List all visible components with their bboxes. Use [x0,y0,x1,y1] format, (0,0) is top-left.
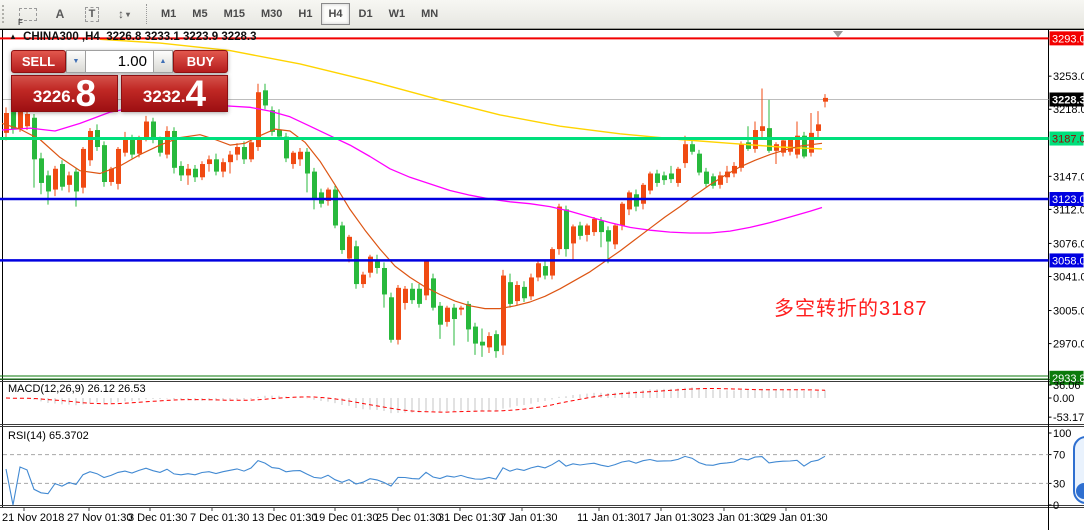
chart-title: ▲ CHINA300 ,H4 3226.8 3233.1 3223.9 3228… [9,31,257,43]
level-lines [0,37,1049,380]
ma-slow-yellow [99,38,823,150]
grid-f-icon[interactable]: F [15,4,41,27]
symbol-label: CHINA300 ,H4 [23,31,100,43]
svg-text:36.06: 36.06 [1053,380,1081,392]
svg-text:3041.0: 3041.0 [1053,271,1084,283]
macd-panel: MACD(12,26,9) 26.12 26.53 36.060.00 -53.17 [5,380,1084,424]
tab-timeframe-H4[interactable]: H4 [321,3,350,25]
tab-timeframe-H1[interactable]: H1 [298,8,313,20]
svg-text:13 Dec 01:30: 13 Dec 01:30 [252,512,317,524]
tab-timeframe-D1[interactable]: D1 [358,8,373,20]
svg-text:3112.0: 3112.0 [1053,204,1084,216]
buy-price-box[interactable]: 3232. 4 [121,75,228,112]
svg-text:0: 0 [1053,500,1059,512]
sell-button[interactable]: SELL [11,50,66,73]
svg-text:3187.0: 3187.0 [1052,134,1084,146]
price-axis: 3293.0 3187.0 3123.0 3058.0 2933.8 3228.3 3253… [1048,31,1084,385]
timeframe-group: M1 M5 M15 M30 H1 H4 D1 W1 MN [153,3,446,25]
tab-timeframe-M30[interactable]: M30 [260,8,283,20]
svg-text:30: 30 [1053,478,1065,490]
svg-text:17 Jan 01:30: 17 Jan 01:30 [639,512,703,524]
svg-text:3147.0: 3147.0 [1053,171,1084,183]
rsi-panel: RSI(14) 65.3702 100 70 30 0 [3,428,1071,512]
rsi-line [5,455,826,506]
chart-annotation: 多空转折的3187 [774,298,928,320]
candlestick-series [4,83,828,358]
buy-button[interactable]: BUY [173,50,228,73]
symbol-marker-icon: ▲ [9,32,17,41]
svg-text:25 Dec 01:30: 25 Dec 01:30 [376,512,441,524]
svg-text:3253.0: 3253.0 [1053,71,1084,83]
svg-text:23 Jan 01:30: 23 Jan 01:30 [702,512,766,524]
chart-shift-marker-icon[interactable] [833,31,843,38]
sell-price-box[interactable]: 3226. 8 [11,75,118,112]
tab-timeframe-MN[interactable]: MN [421,8,439,20]
tab-timeframe-W1[interactable]: W1 [388,8,406,20]
one-click-trade-panel: SELL ▼ 1.00 ▲ BUY 3226. 8 3232. 4 [11,50,228,112]
svg-text:3058.0: 3058.0 [1052,255,1084,267]
svg-text:3228.3: 3228.3 [1052,95,1084,107]
svg-text:7 Dec 01:30: 7 Dec 01:30 [190,512,249,524]
chevron-down-icon: ▾ [125,9,130,19]
tab-timeframe-M1[interactable]: M1 [161,8,177,20]
tab-timeframe-M5[interactable]: M5 [192,8,208,20]
grid-f-label: F [18,17,23,27]
svg-text:29 Jan 01:30: 29 Jan 01:30 [764,512,828,524]
scroll-widget[interactable] [1073,436,1084,504]
svg-text:2970.0: 2970.0 [1053,339,1084,351]
svg-text:11 Jan 01:30: 11 Jan 01:30 [577,512,640,524]
tab-timeframe-M15[interactable]: M15 [223,8,245,20]
volume-increment-button[interactable]: ▲ [153,50,173,73]
volume-input[interactable]: 1.00 [86,50,153,73]
svg-text:0.00: 0.00 [1053,393,1074,405]
macd-signal-line [5,388,826,413]
svg-text:100: 100 [1053,428,1071,440]
toolbar-grip[interactable] [2,5,9,23]
scroll-thumb-icon [1076,483,1084,499]
svg-text:27 Nov 01:30: 27 Nov 01:30 [67,512,132,524]
date-axis: 21 Nov 2018 27 Nov 01:303 Dec 01:30 7 Dec … [2,508,828,524]
svg-text:3218.0: 3218.0 [1053,104,1084,116]
svg-text:3293.0: 3293.0 [1052,33,1084,45]
svg-text:3076.0: 3076.0 [1053,238,1084,250]
svg-text:2933.8: 2933.8 [1052,373,1084,385]
svg-text:70: 70 [1053,450,1065,462]
macd-label: MACD(12,26,9) 26.12 26.53 [8,383,146,395]
text-tool-icon[interactable]: T [79,4,105,24]
svg-text:21 Nov 2018: 21 Nov 2018 [2,512,64,524]
svg-text:-53.17: -53.17 [1053,412,1084,424]
ma-fast-orange [1,122,823,310]
svg-text:3 Dec 01:30: 3 Dec 01:30 [128,512,187,524]
toolbar-separator [146,4,147,24]
rsi-label: RSI(14) 65.3702 [8,430,89,442]
svg-text:7 Jan 01:30: 7 Jan 01:30 [500,512,558,524]
volume-decrement-button[interactable]: ▼ [66,50,86,73]
svg-text:19 Dec 01:30: 19 Dec 01:30 [313,512,378,524]
toolbar: F A T ↕ ▾ M1 M5 M15 M30 H1 H4 D1 W1 MN [0,0,1084,29]
ohlc-values: 3226.8 3233.1 3223.9 3228.3 [106,31,257,43]
cursor-a-icon[interactable]: A [55,7,65,21]
objects-tool-icon[interactable]: ↕ ▾ [117,7,130,21]
svg-text:3005.0: 3005.0 [1053,306,1084,318]
svg-text:3123.0: 3123.0 [1052,194,1084,206]
svg-text:31 Dec 01:30: 31 Dec 01:30 [438,512,503,524]
